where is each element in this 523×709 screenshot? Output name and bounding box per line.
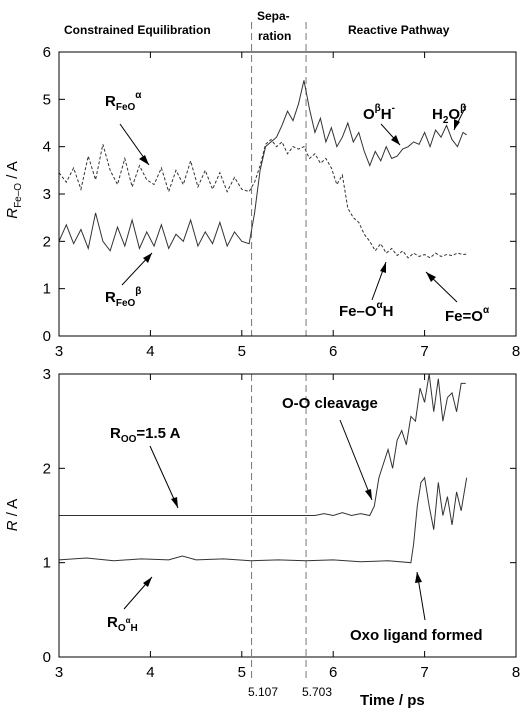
- top-panel-vlines: [251, 22, 307, 336]
- arrow-oo-cleavage: [339, 419, 373, 501]
- arrowhead-fe-o-alpha: [426, 272, 436, 282]
- label-rfeo-alpha: RFeOα: [105, 90, 142, 113]
- bottom-panel-vlines: [251, 374, 307, 680]
- x-tick-label: 6: [329, 664, 337, 681]
- vline-label-5703: 5.703: [302, 685, 332, 699]
- region-constrained: Constrained Equilibration: [64, 23, 211, 37]
- y-tick-label: 4: [43, 139, 51, 156]
- x-tick-label: 6: [329, 343, 337, 360]
- ylabel-sub: Fe–O: [13, 183, 24, 208]
- ylabel-unit: / A: [4, 161, 21, 183]
- x-tick-label: 3: [55, 664, 63, 681]
- x-tick-label: 7: [420, 343, 428, 360]
- arrowhead-ro-alpha-h: [143, 577, 152, 587]
- series-line: [306, 373, 466, 517]
- arrowhead-oo-cleavage: [365, 489, 372, 500]
- bottom-panel-frame: [58, 373, 517, 658]
- label-rfeo-beta: RFeOβ: [105, 286, 141, 309]
- x-tick-label: 8: [512, 343, 520, 360]
- y-tick-label: 0: [43, 328, 51, 345]
- y-tick-label: 3: [43, 366, 51, 383]
- region-reactive: Reactive Pathway: [348, 23, 450, 37]
- label-oxo-formed: Oxo ligand formed: [350, 627, 483, 644]
- x-tick-label: 5: [238, 343, 246, 360]
- x-tick-label: 3: [55, 343, 63, 360]
- ylabel2-r: R: [4, 520, 21, 531]
- x-axis-title: Time / ps: [360, 692, 425, 709]
- x-tick-label: 5: [238, 664, 246, 681]
- y-tick-label: 0: [43, 649, 51, 666]
- series-line: [58, 476, 468, 564]
- bottom-panel: 3 4 5 6 7 8 0 1 2 3: [43, 366, 521, 681]
- x-tick-label: 4: [146, 664, 154, 681]
- bottom-panel-ticks: 3 4 5 6 7 8 0 1 2 3: [43, 366, 521, 681]
- label-obeta-h: OβH-: [363, 103, 395, 123]
- label-feo-alpha-h: Fe–OαH: [339, 300, 394, 320]
- series-line: [58, 138, 467, 259]
- y-tick-label: 1: [43, 281, 51, 298]
- label-fe-o-alpha: Fe=Oα: [445, 305, 490, 325]
- bottom-panel-ylabel: R / A: [4, 499, 21, 532]
- arrowhead-roo: [171, 497, 178, 508]
- arrowhead-rfeo-beta: [143, 253, 152, 263]
- bottom-panel-series: [58, 373, 468, 564]
- y-tick-label: 6: [43, 44, 51, 61]
- top-panel-ylabel: RFe–O / A: [4, 161, 24, 219]
- y-tick-label: 3: [43, 186, 51, 203]
- top-panel: 3 4 5 6 7 8 0 1 2 3 4 5 6: [43, 22, 520, 360]
- y-tick-label: 2: [43, 233, 51, 250]
- arrow-roo: [149, 445, 179, 509]
- y-tick-label: 1: [43, 555, 51, 572]
- label-oo-cleavage: O-O cleavage: [282, 395, 378, 412]
- x-tick-label: 8: [512, 664, 520, 681]
- y-tick-label: 2: [43, 460, 51, 477]
- ylabel-r: R: [4, 208, 21, 219]
- arrowhead-feo-alpha-h: [380, 262, 386, 273]
- y-tick-label: 5: [43, 91, 51, 108]
- region-separation-2: ration: [258, 29, 291, 43]
- label-roo: ROO=1.5 A: [110, 425, 181, 445]
- label-h2obeta: H2Oβ: [432, 103, 466, 126]
- arrowhead-obeta-h: [391, 135, 400, 145]
- x-tick-label: 7: [420, 664, 428, 681]
- arrowhead-h2obeta: [454, 119, 460, 130]
- label-ro-alpha-h: ROαH: [107, 614, 138, 634]
- ylabel2-unit: / A: [4, 499, 21, 521]
- arrowhead-rfeo-alpha: [139, 155, 149, 165]
- vline-label-5107: 5.107: [248, 685, 278, 699]
- x-tick-label: 4: [146, 343, 154, 360]
- top-panel-frame: [58, 51, 517, 337]
- top-panel-series: [58, 80, 467, 259]
- arrowhead-oxo-formed: [415, 572, 422, 583]
- region-separation-1: Sepa-: [257, 9, 290, 23]
- series-line: [58, 80, 467, 252]
